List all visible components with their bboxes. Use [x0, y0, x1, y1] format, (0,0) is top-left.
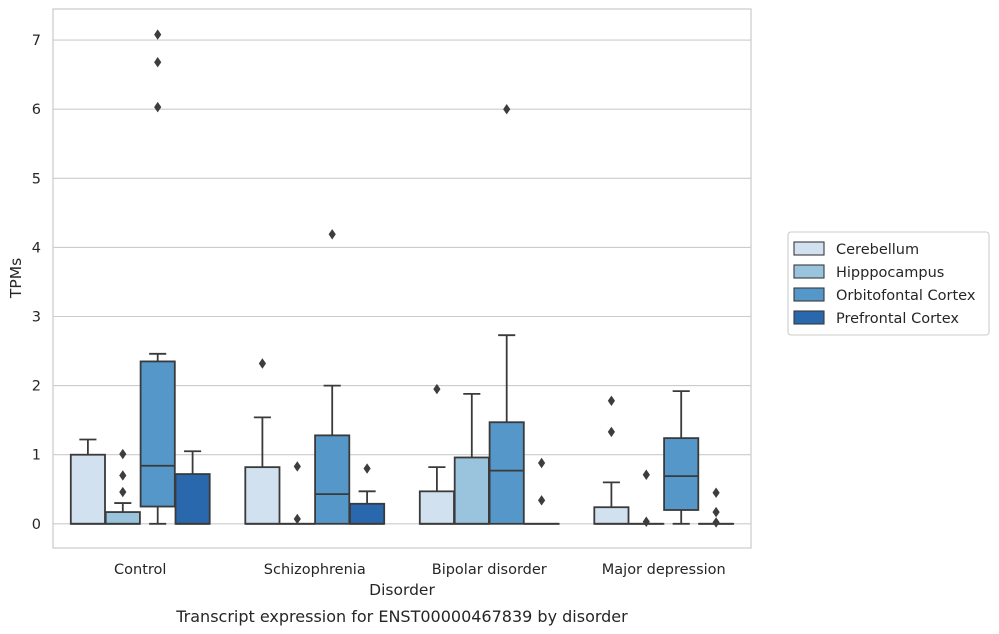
box-group — [314, 229, 351, 525]
x-tick-labels: Control Schizophrenia Bipolar disorder Majo… — [114, 562, 726, 578]
outlier-point — [154, 57, 162, 68]
legend-label: Orbitofontal Cortex — [836, 288, 976, 304]
outlier-point — [119, 486, 127, 498]
box — [593, 506, 630, 525]
box-group — [698, 487, 735, 528]
legend-label: Prefrontal Cortex — [836, 311, 959, 327]
box — [69, 453, 106, 525]
box — [488, 421, 525, 525]
y-axis-label: TPMs — [7, 258, 25, 299]
outlier-point — [607, 426, 615, 438]
outlier-point — [538, 457, 546, 469]
outlier-point — [119, 448, 127, 460]
outlier-point — [642, 469, 650, 480]
outlier-point — [642, 516, 650, 527]
box-group — [418, 383, 455, 525]
box-group — [104, 448, 141, 525]
outlier-point — [363, 463, 371, 474]
box-group — [69, 438, 106, 525]
outlier-point — [503, 103, 511, 115]
y-tick-label: 7 — [32, 33, 41, 49]
outlier-point — [433, 383, 441, 395]
y-tick-label: 3 — [32, 310, 41, 326]
y-tick-label: 6 — [32, 102, 41, 118]
y-tick-label: 1 — [32, 448, 41, 464]
box-group — [349, 463, 386, 525]
box — [139, 360, 176, 508]
box-group — [279, 461, 316, 525]
legend-label: Hipppocampus — [836, 265, 944, 281]
box-group — [174, 450, 211, 525]
box — [104, 511, 141, 525]
box — [453, 456, 490, 525]
box — [314, 434, 351, 525]
y-tick-label: 2 — [32, 379, 41, 395]
y-tick-label: 4 — [32, 240, 41, 256]
y-tick-labels: 0 1 2 3 4 5 6 7 — [32, 33, 41, 533]
legend: Cerebellum Hipppocampus Orbitofontal Corte… — [787, 231, 990, 336]
legend-frame — [787, 231, 990, 336]
outlier-point — [258, 358, 266, 369]
y-tick-label: 5 — [32, 171, 41, 187]
box-group — [139, 29, 176, 525]
outlier-point — [293, 513, 301, 525]
plot-boxes — [69, 29, 735, 528]
chart-title: Transcript expression for ENST0000046783… — [175, 607, 628, 626]
box-group — [593, 395, 630, 525]
plot-frame — [52, 8, 752, 549]
box-group — [523, 457, 560, 525]
legend-label: Cerebellum — [836, 242, 919, 258]
box — [349, 502, 386, 525]
outlier-point — [328, 229, 336, 240]
y-tick-label: 0 — [32, 517, 41, 533]
box — [418, 490, 455, 525]
outlier-point — [154, 29, 162, 40]
box-group — [663, 390, 700, 525]
outlier-point — [538, 495, 546, 506]
box-group — [628, 469, 665, 527]
outlier-point — [712, 487, 720, 498]
legend-swatch — [793, 287, 825, 302]
outlier-point — [712, 506, 720, 518]
legend-swatch — [793, 241, 825, 256]
x-tick-label: Control — [114, 562, 166, 578]
outlier-point — [154, 101, 162, 113]
legend-swatch — [793, 264, 825, 279]
legend-swatch — [793, 310, 825, 325]
outlier-point — [119, 470, 127, 481]
box — [174, 473, 211, 525]
x-tick-label: Major depression — [602, 562, 726, 578]
x-axis-label: Disorder — [369, 581, 435, 599]
outlier-point — [607, 395, 615, 407]
x-tick-label: Schizophrenia — [264, 562, 366, 578]
box-group — [244, 358, 281, 525]
box-group — [453, 393, 490, 525]
x-tick-label: Bipolar disorder — [432, 562, 547, 578]
outlier-point — [293, 461, 301, 472]
box — [244, 466, 281, 525]
outlier-point — [712, 517, 720, 528]
box-group — [488, 103, 525, 525]
box — [663, 437, 700, 511]
